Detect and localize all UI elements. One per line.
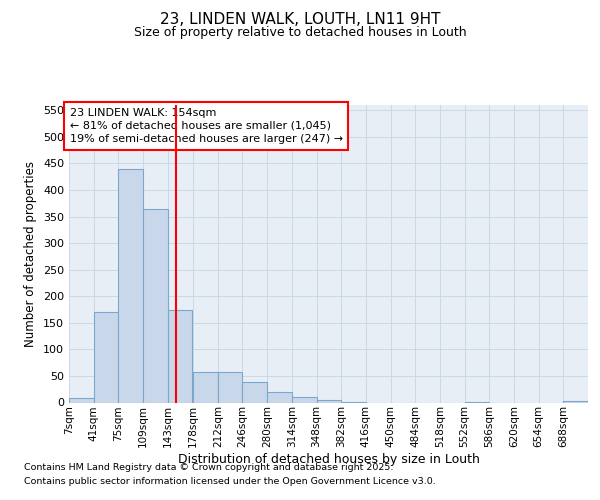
Bar	[143, 208, 168, 402]
Bar	[69, 398, 94, 402]
X-axis label: Distribution of detached houses by size in Louth: Distribution of detached houses by size …	[178, 453, 479, 466]
Bar	[94, 312, 118, 402]
Bar	[193, 372, 218, 402]
Text: 23 LINDEN WALK: 154sqm
← 81% of detached houses are smaller (1,045)
19% of semi-: 23 LINDEN WALK: 154sqm ← 81% of detached…	[70, 108, 343, 144]
Y-axis label: Number of detached properties: Number of detached properties	[25, 161, 37, 347]
Bar	[267, 392, 292, 402]
Text: Contains HM Land Registry data © Crown copyright and database right 2025.: Contains HM Land Registry data © Crown c…	[24, 464, 394, 472]
Text: Contains public sector information licensed under the Open Government Licence v3: Contains public sector information licen…	[24, 477, 436, 486]
Bar	[168, 310, 193, 402]
Bar	[118, 169, 143, 402]
Text: Size of property relative to detached houses in Louth: Size of property relative to detached ho…	[134, 26, 466, 39]
Bar	[292, 397, 317, 402]
Bar	[317, 400, 341, 402]
Bar	[218, 372, 242, 402]
Bar	[242, 382, 267, 402]
Text: 23, LINDEN WALK, LOUTH, LN11 9HT: 23, LINDEN WALK, LOUTH, LN11 9HT	[160, 12, 440, 28]
